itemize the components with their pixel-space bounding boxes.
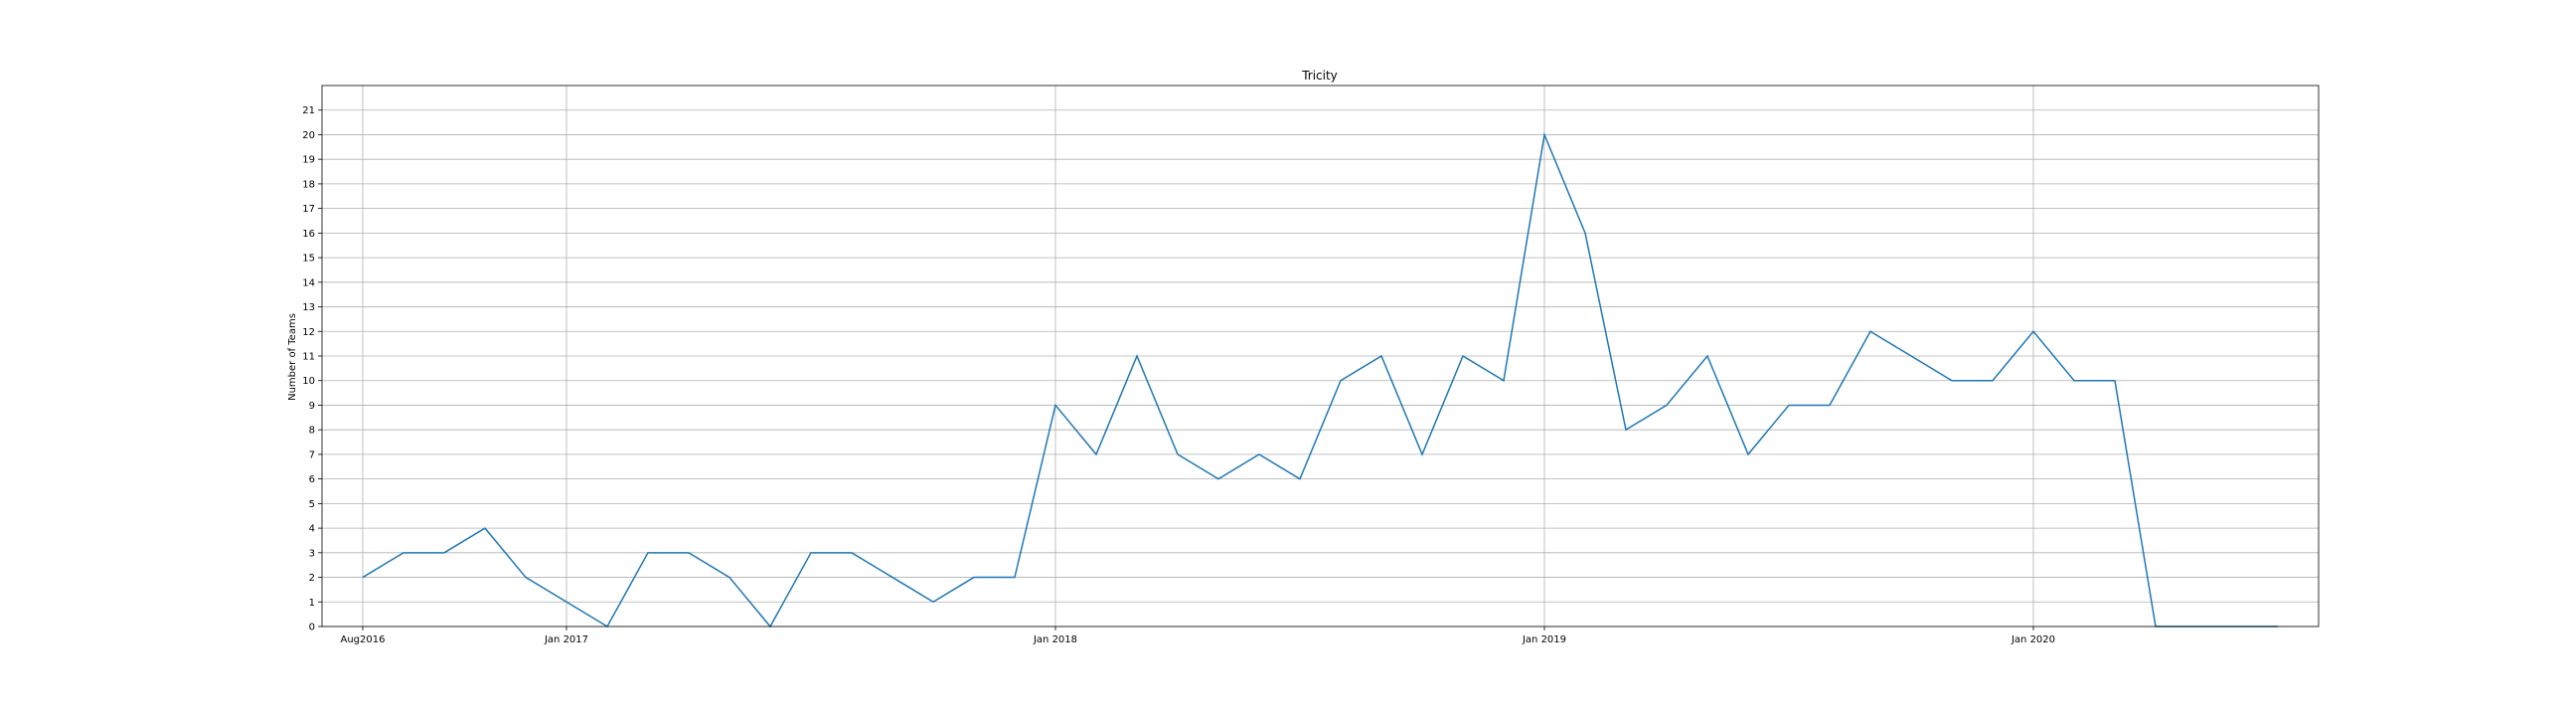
y-tick-label: 1 [309,598,315,609]
y-tick-label: 16 [302,229,315,240]
y-tick-label: 19 [302,155,315,166]
y-tick-label: 18 [302,179,315,190]
y-tick-label: 13 [302,302,315,313]
y-tick-label: 21 [302,105,315,116]
y-tick-label: 17 [302,204,315,215]
y-tick-label: 5 [309,499,315,510]
y-axis-label: Number of Teams [287,313,298,401]
y-tick-label: 4 [309,524,315,535]
series-line-0 [362,131,2278,628]
y-tick-label: 20 [302,130,315,141]
y-tick-label: 15 [302,254,315,265]
series-layer [362,131,2278,628]
y-tick-label: 0 [309,623,315,633]
y-tick-label: 8 [309,426,315,437]
y-tick-label: 6 [309,474,315,485]
grid-layer [322,86,2319,627]
x-tick-label: Jan 2017 [544,634,588,645]
y-tick-label: 11 [302,352,315,363]
chart-title: Tricity [1301,69,1338,83]
y-tick-label: 2 [309,573,315,584]
x-tick-label: Jan 2020 [2011,634,2055,645]
y-tick-label: 7 [309,449,315,460]
ticks-layer: 0123456789101112131415161718192021Aug201… [302,105,2055,645]
y-tick-label: 3 [309,548,315,559]
x-tick-label: Jan 2018 [1033,634,1077,645]
y-tick-label: 12 [302,327,315,338]
x-tick-label: Aug2016 [341,634,386,645]
y-tick-label: 14 [302,277,315,288]
y-tick-label: 9 [309,401,315,412]
y-tick-label: 10 [302,376,315,387]
x-tick-label: Jan 2019 [1522,634,1566,645]
